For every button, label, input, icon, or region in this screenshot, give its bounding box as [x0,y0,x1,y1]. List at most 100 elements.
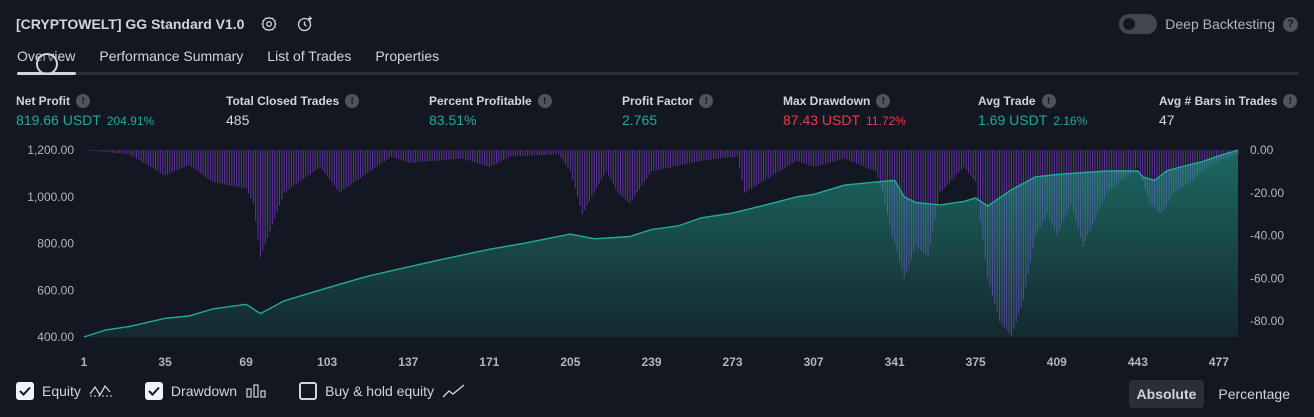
tab-list-of-trades[interactable]: List of Trades [267,48,352,64]
info-icon[interactable]: ! [876,94,891,108]
drawdown-bar [274,150,276,219]
drawdown-bar [560,150,562,158]
drawdown-bar [209,150,211,181]
drawdown-bar [689,150,691,164]
info-icon[interactable]: ! [345,94,360,108]
drawdown-bar [305,150,307,178]
drawdown-bar [93,150,95,151]
drawdown-bar [352,150,354,183]
drawdown-bar [95,150,97,152]
info-icon[interactable]: ! [1283,94,1298,108]
deep-backtesting-toggle[interactable] [1119,14,1158,34]
drawdown-bar [701,150,703,161]
drawdown-bar [441,150,443,161]
drawdown-bar [515,150,517,157]
drawdown-bar [276,150,278,213]
drawdown-bar [653,150,655,171]
drawdown-bar [817,150,819,166]
drawdown-bar [851,150,853,162]
checkbox-checked-icon[interactable] [144,382,163,400]
drawdown-bar [596,150,598,189]
drawdown-bar [174,150,176,172]
metric-sub-value: 11.72% [866,114,906,128]
drawdown-bar [734,150,736,157]
drawdown-bar [383,150,385,162]
drawdown-bar [279,150,281,206]
drawdown-bar [975,150,977,183]
mode-percentage[interactable]: Percentage [1218,386,1290,402]
drawdown-bar [584,150,586,210]
drawdown-bar [953,150,955,178]
drawdown-bar [164,150,166,176]
drawdown-bar [875,150,877,172]
drawdown-bar [374,150,376,168]
legend-drawdown[interactable]: Drawdown [144,382,267,400]
drawdown-bar [345,150,347,188]
drawdown-bar [193,150,195,169]
help-icon[interactable]: ? [1283,16,1298,32]
drawdown-bar [939,150,941,193]
drawdown-bar [810,150,812,167]
mode-absolute[interactable]: Absolute [1128,380,1205,408]
drawdown-bar [145,150,147,165]
drawdown-bar [505,150,507,159]
drawdown-bar [512,150,514,157]
drawdown-bar [932,150,934,232]
drawdown-bar [462,150,464,159]
drawdown-bar [393,150,395,158]
add-alert-icon[interactable] [296,15,314,33]
tab-performance-summary[interactable]: Performance Summary [99,48,244,64]
bar-chart-icon [245,383,267,399]
drawdown-bar [140,150,142,162]
equity-drawdown-chart[interactable]: 1,200.00 1,000.00 800.00 600.00 400.00 0.00 -… [0,140,1314,372]
x-tick-label: 239 [641,355,661,369]
drawdown-bar [333,150,335,186]
drawdown-bar [481,150,483,165]
drawdown-bar [612,150,614,185]
drawdown-bar [1115,150,1117,185]
drawdown-bar [960,150,962,170]
drawdown-bar [295,150,297,185]
y-tick-label: 800.00 [37,237,74,251]
drawdown-bar [233,150,235,187]
drawdown-bar [1142,150,1144,182]
drawdown-bar [426,150,428,162]
info-icon[interactable]: ! [537,94,552,108]
drawdown-bar [622,150,624,198]
y2-tick-label: -80.00 [1250,314,1284,328]
drawdown-bar [407,150,409,163]
tab-properties[interactable]: Properties [375,48,440,64]
trend-line-icon [442,383,466,399]
drawdown-bar [443,150,445,161]
info-icon[interactable]: ! [76,94,90,108]
drawdown-bar [171,150,173,173]
drawdown-bar [789,150,791,166]
drawdown-bar [455,150,457,160]
info-icon[interactable]: ! [699,94,714,108]
legend-equity[interactable]: Equity [16,382,113,400]
drawdown-bar [186,150,188,167]
tab-overview[interactable]: Overview [17,48,76,64]
y-tick-label: 600.00 [37,283,74,297]
drawdown-bar [705,150,707,161]
drawdown-bar [872,150,874,171]
drawdown-bar [1111,150,1113,189]
drawdown-bar [777,150,779,173]
drawdown-bar [422,150,424,162]
metric-label: Max Drawdown [783,94,871,108]
drawdown-bar [648,150,650,175]
legend-buy-hold[interactable]: Buy & hold equity [299,382,466,400]
checkbox-unchecked-icon[interactable] [299,382,318,400]
drawdown-bar [949,150,950,183]
checkbox-checked-icon[interactable] [16,382,34,400]
info-icon[interactable]: ! [1041,94,1056,108]
settings-icon[interactable] [260,15,278,33]
drawdown-bar [801,150,803,163]
drawdown-bar [376,150,378,167]
drawdown-bar [825,150,827,164]
drawdown-bar [469,150,471,161]
drawdown-bar [639,150,641,190]
drawdown-bar [510,150,512,157]
line-chart-icon [89,383,113,399]
drawdown-bar [615,150,617,189]
